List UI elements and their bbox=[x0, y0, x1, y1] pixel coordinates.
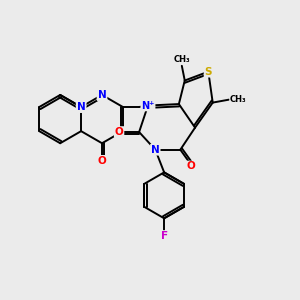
Text: F: F bbox=[160, 231, 168, 241]
Text: O: O bbox=[98, 156, 106, 166]
Text: S: S bbox=[205, 67, 212, 77]
Text: O: O bbox=[186, 161, 195, 172]
Text: N⁺: N⁺ bbox=[141, 100, 154, 110]
Text: O: O bbox=[98, 156, 106, 166]
Text: N: N bbox=[98, 90, 106, 100]
Text: N: N bbox=[77, 102, 85, 112]
Text: N: N bbox=[98, 90, 106, 100]
Text: CH₃: CH₃ bbox=[173, 55, 190, 64]
Text: O: O bbox=[115, 127, 124, 137]
Text: N: N bbox=[77, 102, 85, 112]
Text: N: N bbox=[151, 145, 160, 155]
Text: CH₃: CH₃ bbox=[230, 95, 247, 104]
